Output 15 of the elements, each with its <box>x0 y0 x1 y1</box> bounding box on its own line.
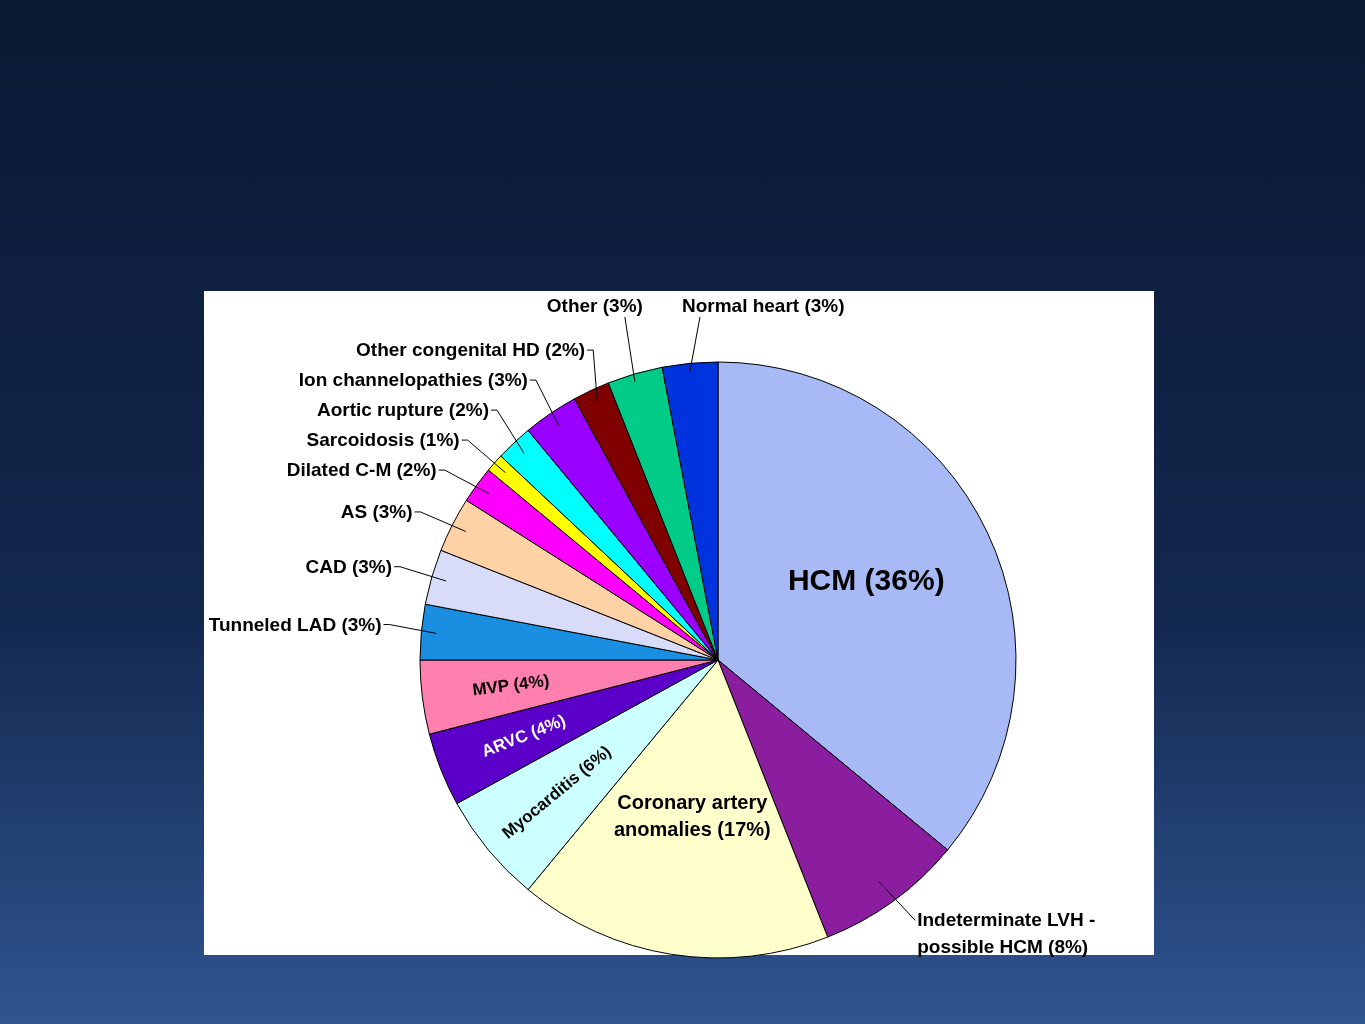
slice-label: Sarcoidosis (1%) <box>306 429 460 451</box>
slice-label: Normal heart (3%) <box>681 295 845 316</box>
slice-label: Coronary artery anomalies (17%) <box>613 790 771 840</box>
slice-label: MVP (4%) <box>471 670 551 700</box>
slice-label: AS (3%) <box>340 500 413 522</box>
slice-label: Dilated C-M (2%) <box>286 459 437 481</box>
slice-label: CAD (3%) <box>305 555 393 577</box>
slice-label: Indeterminate LVH - possible HCM (8%) <box>917 909 1096 958</box>
slice-label: HCM (36%) <box>787 563 945 597</box>
slice-label: Aortic rupture (2%) <box>316 399 490 421</box>
slice-label: Other congenital HD (2%) <box>356 339 586 361</box>
slice-label: Tunneled LAD (3%) <box>208 613 382 635</box>
slice-label: ARVC (4%) <box>479 710 569 761</box>
slice-label: Ion channelopathies (3%) <box>298 369 528 391</box>
slice-label: Other (3%) <box>546 295 643 316</box>
